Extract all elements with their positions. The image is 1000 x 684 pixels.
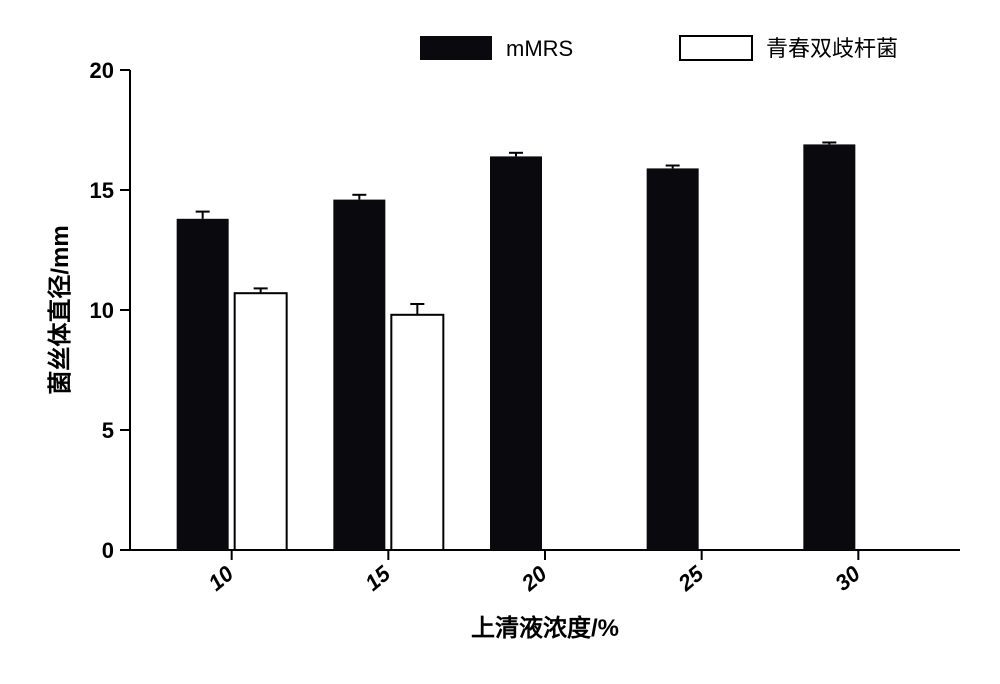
chart-container: 0 5 10 15 20 菌丝体直径/mm 10 15 20 25 30 上清液浓度/% mMRS 青春双… [20,20,1000,664]
legend-swatch [680,36,752,60]
legend-label: 青春双歧杆菌 [766,36,898,61]
x-tick-label: 20 [516,560,552,596]
y-tick-label: 5 [102,418,114,443]
legend-label: mMRS [506,36,573,61]
x-axis-title: 上清液浓度/% [471,614,619,642]
x-tick-label: 15 [360,560,395,595]
x-tick-label: 25 [673,560,709,596]
legend-swatch [420,36,492,60]
bar-chart: 0 5 10 15 20 菌丝体直径/mm 10 15 20 25 30 上清液浓度/% mMRS 青春双… [20,20,1000,664]
y-tick-label: 0 [102,538,114,563]
bar [391,315,443,550]
y-tick-label: 15 [90,178,114,203]
bar [803,144,855,550]
y-tick-label: 20 [90,58,114,83]
bar [333,200,385,550]
y-tick-label: 10 [90,298,114,323]
bar [647,168,699,550]
bar [235,293,287,550]
y-axis-title: 菌丝体直径/mm [46,225,74,394]
x-tick-label: 30 [830,560,865,595]
bar [177,219,229,550]
bar [490,156,542,550]
x-tick-label: 10 [203,560,238,595]
